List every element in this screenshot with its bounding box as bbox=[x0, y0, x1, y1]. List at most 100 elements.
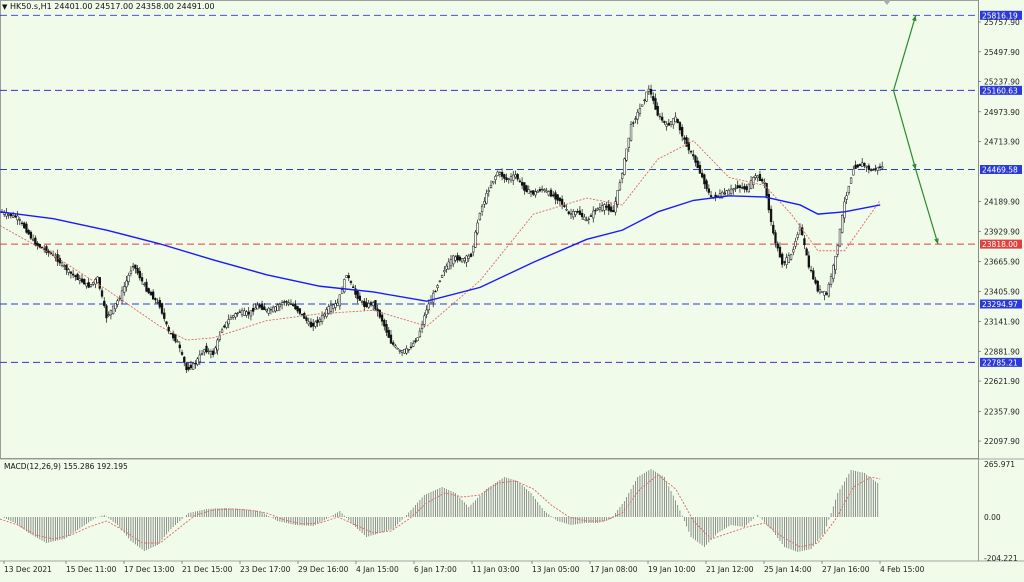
candle-body bbox=[34, 237, 37, 246]
price-tick-label: 25237.90 bbox=[984, 78, 1020, 87]
candle-body bbox=[881, 166, 884, 169]
price-tick-label: 22357.90 bbox=[984, 407, 1020, 416]
candle-body bbox=[192, 363, 195, 370]
candle-body bbox=[245, 311, 248, 316]
candle-body bbox=[743, 186, 746, 190]
candle-body bbox=[536, 190, 539, 193]
candle-body bbox=[125, 280, 128, 288]
shift-marker-icon bbox=[883, 0, 891, 5]
candle-body bbox=[752, 177, 755, 185]
candle-body bbox=[763, 181, 766, 184]
candle-body bbox=[183, 356, 186, 363]
candle-body bbox=[89, 283, 93, 287]
candle-body bbox=[265, 309, 268, 312]
candle-body bbox=[349, 281, 353, 283]
candle-body bbox=[574, 211, 577, 215]
candle-body bbox=[638, 108, 642, 114]
candle-body bbox=[385, 324, 388, 333]
candle-body bbox=[305, 317, 308, 321]
candle-body bbox=[427, 303, 430, 311]
candle-body bbox=[258, 304, 261, 308]
candle-body bbox=[414, 340, 417, 343]
candle-body bbox=[652, 96, 655, 101]
candle-body bbox=[556, 194, 559, 201]
candle-body bbox=[547, 191, 550, 196]
candle-body bbox=[345, 275, 348, 278]
candle-body bbox=[332, 304, 335, 309]
candle-body bbox=[387, 329, 390, 338]
candle-body bbox=[532, 190, 535, 195]
candle-body bbox=[645, 91, 648, 102]
candle-body bbox=[865, 166, 868, 168]
candle-body bbox=[798, 226, 802, 231]
candle-body bbox=[178, 344, 181, 349]
candle-body bbox=[136, 268, 139, 274]
candle-body bbox=[296, 306, 299, 312]
candle-body bbox=[356, 290, 359, 299]
candle-body bbox=[618, 182, 622, 191]
candle-body bbox=[318, 318, 322, 323]
candle-body bbox=[227, 319, 230, 325]
price-tick-label: 24189.90 bbox=[984, 198, 1020, 207]
candle-body bbox=[76, 273, 79, 280]
candle-body bbox=[496, 171, 499, 176]
candle-body bbox=[529, 191, 533, 193]
candle-body bbox=[709, 195, 713, 198]
candle-body bbox=[492, 180, 495, 184]
candle-body bbox=[781, 253, 784, 265]
candle-body bbox=[416, 337, 419, 342]
candle-body bbox=[629, 124, 633, 141]
candle-body bbox=[741, 187, 744, 189]
candle-body bbox=[596, 208, 599, 211]
candle-body bbox=[409, 346, 413, 348]
candle-body bbox=[603, 204, 606, 211]
candle-body bbox=[636, 111, 639, 120]
candle-body bbox=[632, 122, 635, 124]
candle-body bbox=[847, 185, 851, 193]
candle-body bbox=[156, 301, 159, 304]
candle-body bbox=[814, 279, 817, 284]
candle-body bbox=[512, 174, 515, 181]
candle-body bbox=[316, 319, 319, 323]
candle-body bbox=[825, 292, 828, 295]
candle-body bbox=[803, 238, 806, 246]
candle-body bbox=[609, 206, 613, 212]
candle-body bbox=[29, 231, 33, 239]
candle-body bbox=[516, 174, 519, 180]
candle-body bbox=[816, 280, 819, 292]
dropdown-triangle-icon[interactable]: ▼ bbox=[2, 3, 8, 11]
candle-body bbox=[801, 227, 804, 236]
candle-body bbox=[474, 231, 477, 248]
candle-body bbox=[405, 348, 408, 354]
time-tick-label: 4 Feb 15:00 bbox=[880, 565, 925, 574]
candle-body bbox=[263, 306, 266, 311]
candle-body bbox=[378, 309, 382, 318]
candle-body bbox=[854, 164, 857, 170]
candle-body bbox=[505, 177, 508, 181]
candle-body bbox=[472, 245, 475, 253]
candle-body bbox=[696, 160, 699, 168]
candle-body bbox=[56, 254, 59, 262]
level-price-tag bbox=[980, 299, 1022, 309]
candle-body bbox=[594, 209, 597, 212]
candle-body bbox=[214, 347, 217, 354]
candle-body bbox=[656, 105, 659, 116]
candle-body bbox=[151, 291, 155, 300]
candle-body bbox=[194, 362, 197, 365]
level-price-tag bbox=[980, 165, 1022, 175]
candle-body bbox=[694, 155, 697, 163]
candle-body bbox=[20, 222, 24, 225]
candle-body bbox=[80, 278, 84, 283]
candle-body bbox=[483, 201, 486, 205]
candle-body bbox=[747, 183, 750, 193]
candle-body bbox=[87, 282, 90, 288]
candle-body bbox=[843, 201, 846, 219]
candle-body bbox=[252, 308, 255, 312]
candle-body bbox=[143, 283, 146, 285]
candle-body bbox=[234, 313, 237, 318]
candle-body bbox=[267, 307, 270, 314]
candle-body bbox=[163, 312, 166, 319]
level-price-tag bbox=[980, 10, 1022, 20]
price-tick-label: 22621.90 bbox=[984, 377, 1020, 386]
